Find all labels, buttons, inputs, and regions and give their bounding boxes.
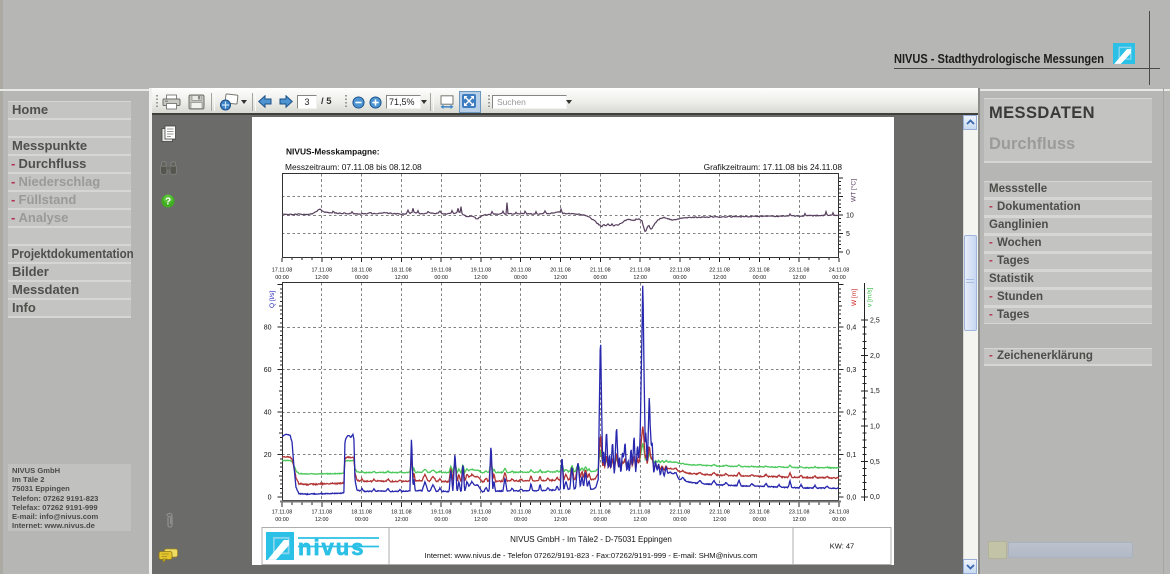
svg-text:19.11.08: 19.11.08 [431,510,452,516]
svg-text:00:00: 00:00 [832,275,846,281]
svg-text:nivus: nivus [298,535,365,560]
svg-text:0,2: 0,2 [847,409,857,416]
svg-text:23.11.08: 23.11.08 [789,268,810,274]
svg-text:0,3: 0,3 [847,367,857,374]
svg-text:20: 20 [264,452,272,459]
svg-text:00:00: 00:00 [594,517,608,523]
svg-text:0: 0 [846,249,850,256]
svg-text:00:00: 00:00 [753,517,767,523]
svg-text:00:00: 00:00 [514,275,528,281]
svg-text:24.11.08: 24.11.08 [829,268,850,274]
svg-text:Messzeitraum: 07.11.08 bis 08.: Messzeitraum: 07.11.08 bis 08.12.08 [285,162,422,172]
svg-text:12:00: 12:00 [792,275,806,281]
svg-text:20.11.08: 20.11.08 [550,510,571,516]
svg-text:W [m]: W [m] [851,289,858,306]
svg-text:1,0: 1,0 [870,424,880,431]
svg-text:18.11.08: 18.11.08 [391,510,412,516]
svg-text:2,0: 2,0 [870,353,880,360]
svg-text:0,1: 0,1 [847,452,857,459]
svg-text:00:00: 00:00 [355,517,369,523]
svg-text:00:00: 00:00 [753,275,767,281]
svg-text:19.11.08: 19.11.08 [431,268,452,274]
svg-text:12:00: 12:00 [713,275,727,281]
svg-text:00:00: 00:00 [275,517,289,523]
svg-text:60: 60 [264,367,272,374]
svg-text:Q [l/s]: Q [l/s] [269,291,276,308]
svg-text:00:00: 00:00 [514,517,528,523]
svg-text:24.11.08: 24.11.08 [829,510,850,516]
svg-text:22.11.08: 22.11.08 [709,510,730,516]
svg-text:21.11.08: 21.11.08 [630,510,651,516]
svg-text:12:00: 12:00 [315,275,329,281]
svg-text:22.11.08: 22.11.08 [670,510,691,516]
svg-text:17.11.08: 17.11.08 [312,510,333,516]
svg-text:00:00: 00:00 [594,275,608,281]
svg-text:23.11.08: 23.11.08 [789,510,810,516]
svg-text:22.11.08: 22.11.08 [670,268,691,274]
svg-text:NIVUS-Messkampagne:: NIVUS-Messkampagne: [286,147,380,157]
svg-text:12:00: 12:00 [633,517,647,523]
svg-text:23.11.08: 23.11.08 [749,268,770,274]
svg-text:18.11.08: 18.11.08 [351,510,372,516]
svg-text:00:00: 00:00 [832,517,846,523]
svg-text:NIVUS GmbH - Im Täle2 - D-7503: NIVUS GmbH - Im Täle2 - D-75031 Eppingen [510,535,672,544]
svg-text:17.11.08: 17.11.08 [272,268,293,274]
svg-text:23.11.08: 23.11.08 [749,510,770,516]
svg-text:10: 10 [846,212,854,219]
svg-text:00:00: 00:00 [434,517,448,523]
svg-text:0,0: 0,0 [870,494,880,501]
svg-text:20.11.08: 20.11.08 [550,268,571,274]
svg-text:0,4: 0,4 [847,324,857,331]
svg-text:12:00: 12:00 [792,517,806,523]
svg-text:00:00: 00:00 [434,275,448,281]
svg-text:Grafikzeitraum: 17.11.08 bis 2: Grafikzeitraum: 17.11.08 bis 24.11.08 [704,162,843,172]
svg-text:5: 5 [846,231,850,238]
svg-text:21.11.08: 21.11.08 [630,268,651,274]
svg-text:00:00: 00:00 [673,517,687,523]
svg-text:21.11.08: 21.11.08 [590,268,611,274]
svg-text:0,0: 0,0 [847,494,857,501]
svg-text:80: 80 [264,324,272,331]
svg-text:00:00: 00:00 [673,275,687,281]
svg-text:19.11.08: 19.11.08 [471,510,492,516]
svg-text:2,5: 2,5 [870,318,880,325]
svg-text:19.11.08: 19.11.08 [471,268,492,274]
svg-text:12:00: 12:00 [554,517,568,523]
svg-text:1,5: 1,5 [870,388,880,395]
svg-text:12:00: 12:00 [395,275,409,281]
svg-text:12:00: 12:00 [474,517,488,523]
svg-text:22.11.08: 22.11.08 [709,268,730,274]
svg-text:0: 0 [268,494,272,501]
svg-text:17.11.08: 17.11.08 [312,268,333,274]
svg-text:Internet: www.nivus.de - Telef: Internet: www.nivus.de - Telefon 07262/9… [424,551,757,560]
svg-text:WT [°C]: WT [°C] [850,179,858,202]
svg-text:00:00: 00:00 [275,275,289,281]
svg-text:?: ? [165,197,171,208]
svg-text:12:00: 12:00 [554,275,568,281]
svg-text:KW: 47: KW: 47 [830,542,854,551]
svg-text:12:00: 12:00 [633,275,647,281]
svg-text:12:00: 12:00 [395,517,409,523]
svg-text:12:00: 12:00 [713,517,727,523]
svg-text:18.11.08: 18.11.08 [391,268,412,274]
svg-text:12:00: 12:00 [474,275,488,281]
svg-text:21.11.08: 21.11.08 [590,510,611,516]
svg-text:v [m/s]: v [m/s] [867,287,874,307]
svg-text:00:00: 00:00 [355,275,369,281]
svg-text:12:00: 12:00 [315,517,329,523]
svg-text:17.11.08: 17.11.08 [272,510,293,516]
svg-text:40: 40 [264,409,272,416]
svg-text:0,5: 0,5 [870,459,880,466]
svg-text:20.11.08: 20.11.08 [510,268,531,274]
svg-text:20.11.08: 20.11.08 [510,510,531,516]
svg-text:18.11.08: 18.11.08 [351,268,372,274]
